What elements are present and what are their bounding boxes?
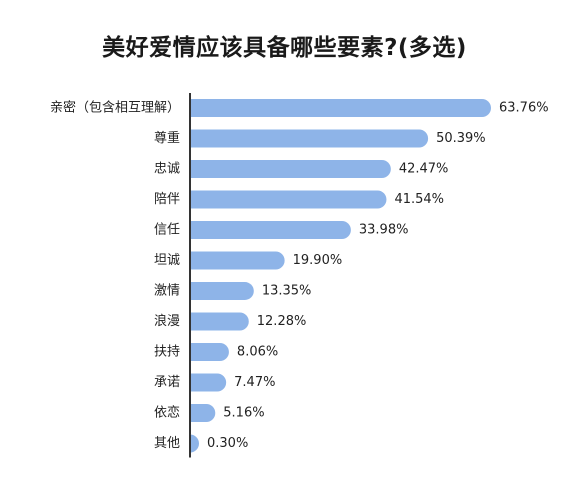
value-label-1: 50.39% xyxy=(436,131,486,146)
value-label-6: 13.35% xyxy=(262,284,312,299)
category-label-2: 忠诚 xyxy=(154,162,180,177)
value-label-0: 63.76% xyxy=(499,101,549,116)
value-label-3: 41.54% xyxy=(394,192,444,207)
value-label-2: 42.47% xyxy=(399,162,449,177)
category-label-9: 承诺 xyxy=(154,375,180,390)
value-label-11: 0.30% xyxy=(207,436,248,451)
bar-2 xyxy=(191,160,391,178)
bar-10 xyxy=(191,404,216,422)
category-label-6: 激情 xyxy=(154,284,180,299)
category-label-0: 亲密（包含相互理解） xyxy=(50,100,180,116)
bar-6 xyxy=(191,282,254,300)
value-label-8: 8.06% xyxy=(237,345,278,360)
category-label-5: 坦诚 xyxy=(154,253,180,268)
category-label-10: 依恋 xyxy=(154,405,180,421)
bar-4 xyxy=(191,221,351,239)
category-label-7: 浪漫 xyxy=(154,314,180,329)
category-label-3: 陪伴 xyxy=(154,192,180,207)
value-label-10: 5.16% xyxy=(223,406,264,421)
bar-1 xyxy=(191,129,429,148)
bar-8 xyxy=(191,343,229,361)
bar-7 xyxy=(191,312,249,331)
value-label-4: 33.98% xyxy=(359,223,409,238)
bar-3 xyxy=(191,190,387,209)
bar-11 xyxy=(190,434,199,453)
bar-0 xyxy=(191,99,491,117)
value-label-7: 12.28% xyxy=(257,314,307,329)
category-label-8: 扶持 xyxy=(154,345,180,360)
category-label-11: 其他 xyxy=(154,436,180,451)
bar-9 xyxy=(191,373,227,392)
value-label-5: 19.90% xyxy=(293,253,343,268)
category-label-4: 信任 xyxy=(154,223,180,238)
value-label-9: 7.47% xyxy=(234,375,275,390)
category-label-1: 尊重 xyxy=(154,130,180,146)
bar-5 xyxy=(191,251,285,270)
chart-title: 美好爱情应该具备哪些要素?(多选) xyxy=(102,35,467,61)
